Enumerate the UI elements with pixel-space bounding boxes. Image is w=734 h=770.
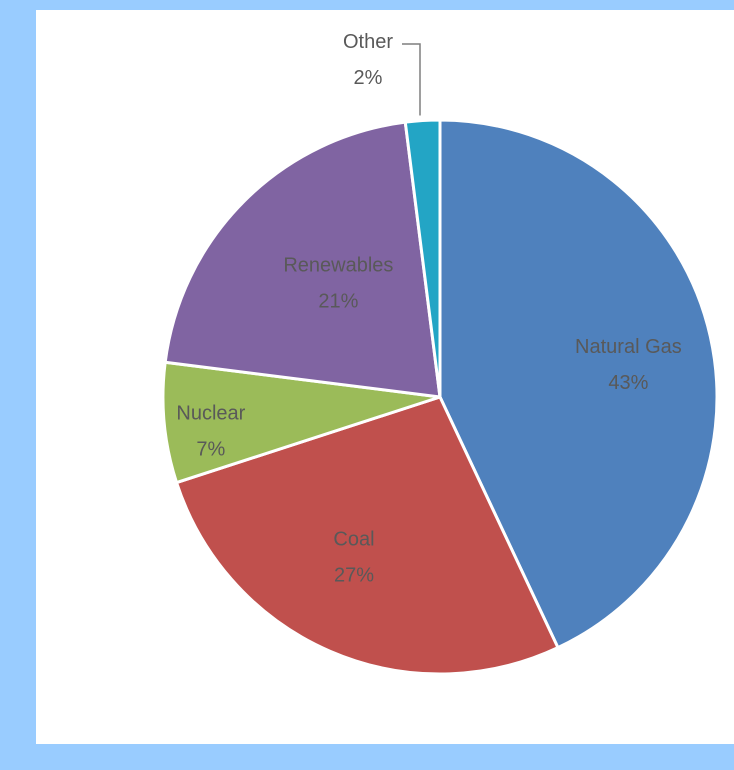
slice-category-label: Renewables xyxy=(283,254,393,276)
pie-slice-natural-gas xyxy=(438,118,719,650)
pie-slice-renewables xyxy=(163,120,442,399)
slice-percent-label: 27% xyxy=(334,565,374,587)
slice-category-label: Coal xyxy=(333,529,374,551)
slice-category-label: Nuclear xyxy=(176,402,245,424)
pie-slice-nuclear xyxy=(161,360,441,485)
slice-category-label: Other xyxy=(343,31,393,53)
slice-percent-label: 7% xyxy=(196,438,225,460)
slice-percent-label: 21% xyxy=(318,290,358,312)
slice-category-label: Natural Gas xyxy=(575,336,682,358)
leader-line xyxy=(402,43,421,116)
pie-slice-other xyxy=(403,118,442,398)
slice-percent-label: 43% xyxy=(608,372,648,394)
pie-slice-coal xyxy=(174,395,560,676)
slice-percent-label: 2% xyxy=(354,67,383,89)
